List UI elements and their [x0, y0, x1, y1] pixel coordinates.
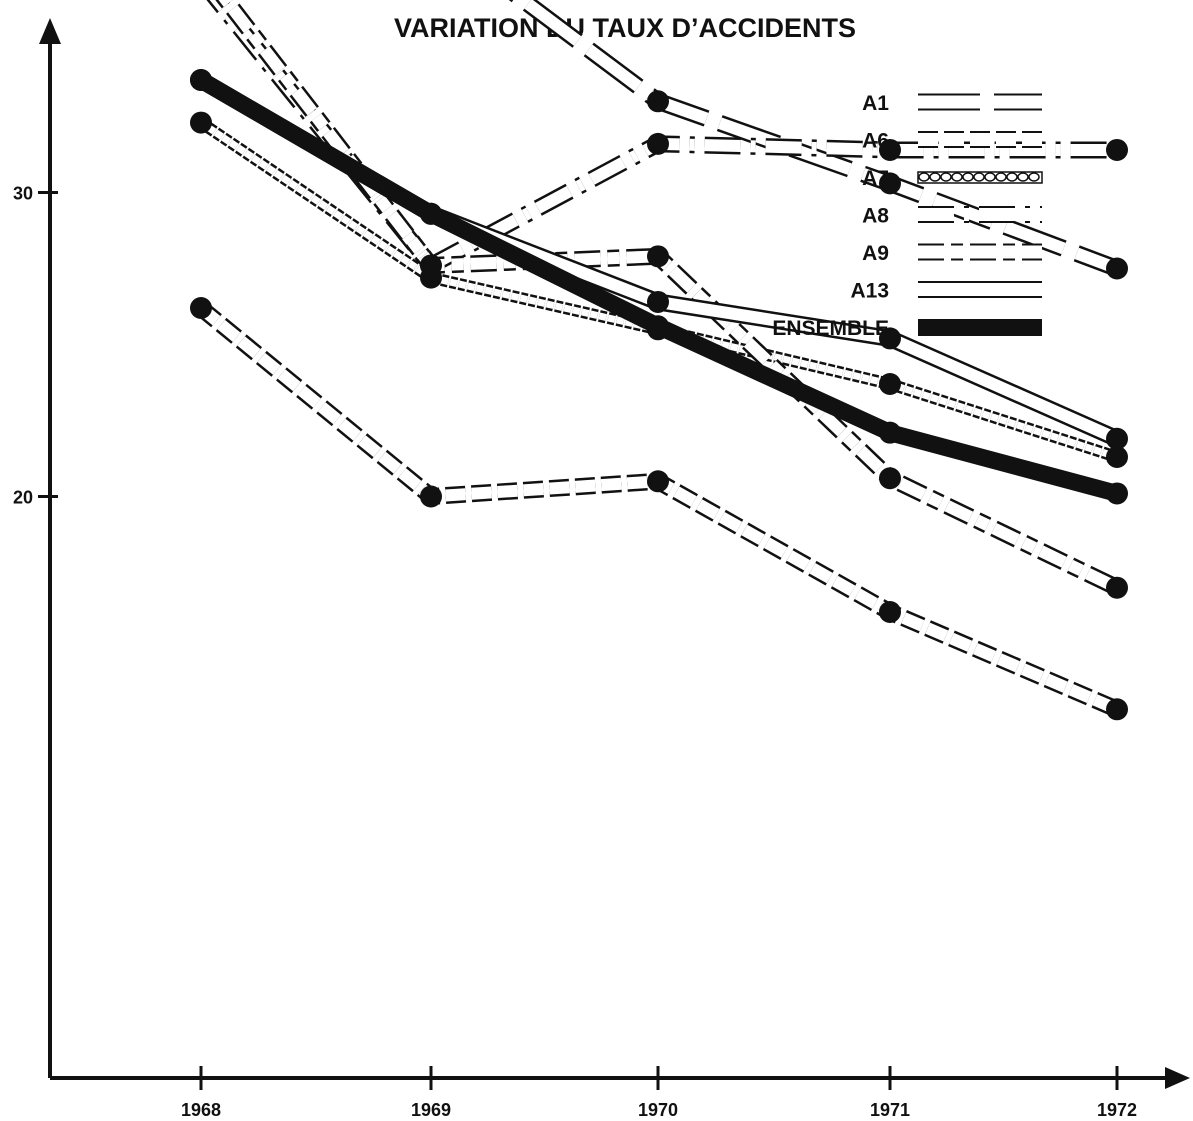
data-point: [647, 90, 669, 113]
x-tick-label: 1968: [181, 1100, 221, 1120]
series-ensemble: [190, 69, 1128, 505]
data-point: [647, 290, 669, 313]
data-point: [879, 601, 901, 624]
x-tick-group: 1968 1969 1970 1971 1972: [181, 1066, 1137, 1120]
legend-label: ENSEMBLE: [772, 317, 889, 340]
data-point: [1106, 257, 1128, 280]
x-tick-label: 1971: [870, 1100, 910, 1120]
data-point: [647, 245, 669, 268]
legend-swatch: [917, 171, 1043, 184]
y-tick-group: 203040: [13, 184, 58, 508]
data-point: [420, 485, 442, 508]
legend-item-ensemble: ENSEMBLE: [772, 317, 1042, 340]
legend-label: A13: [850, 280, 889, 303]
data-point: [879, 172, 901, 195]
legend-item-a6: A6: [862, 130, 1042, 153]
chart-title: VARIATION DU TAUX D’ACCIDENTS: [394, 13, 856, 43]
x-tick-label: 1972: [1097, 1100, 1137, 1120]
data-point: [879, 373, 901, 396]
data-point: [879, 421, 901, 444]
data-point: [647, 132, 669, 155]
legend-item-a7: A7: [862, 167, 1043, 190]
data-point: [1106, 138, 1128, 161]
legend-label: A1: [862, 92, 889, 115]
legend-label: A8: [862, 205, 889, 228]
data-point: [190, 297, 212, 320]
data-point: [1106, 698, 1128, 721]
legend-swatch: [918, 319, 1042, 336]
data-point: [1106, 427, 1128, 450]
data-point: [190, 69, 212, 92]
data-point: [647, 470, 669, 493]
legend-item-a13: A13: [850, 280, 1042, 303]
x-tick-label: 1970: [638, 1100, 678, 1120]
legend-item-a9: A9: [862, 242, 1042, 265]
series-line-inner: [197, 303, 1120, 715]
data-point: [190, 111, 212, 134]
y-tick-label: 20: [13, 488, 33, 508]
legend-item-a1: A1: [862, 92, 1042, 115]
legend-label: A6: [862, 130, 889, 153]
legend: A1 A6 A7 A8 A9 A13 ENSEMBLE: [772, 92, 1043, 340]
legend-label: A7: [862, 167, 889, 190]
data-point: [1106, 576, 1128, 599]
data-point: [879, 467, 901, 490]
series-a6: [190, 297, 1128, 721]
data-point: [879, 138, 901, 161]
y-tick-label: 30: [13, 184, 33, 204]
x-axis: [50, 1067, 1190, 1089]
data-point: [879, 327, 901, 350]
series-group: [190, 0, 1128, 721]
data-point: [420, 202, 442, 225]
data-point: [1106, 482, 1128, 505]
data-point: [420, 254, 442, 277]
data-point: [1106, 445, 1128, 468]
legend-item-a8: A8: [862, 205, 1042, 228]
x-tick-label: 1969: [411, 1100, 451, 1120]
y-axis: [39, 18, 61, 1078]
legend-label: A9: [862, 242, 889, 265]
data-point: [647, 315, 669, 338]
